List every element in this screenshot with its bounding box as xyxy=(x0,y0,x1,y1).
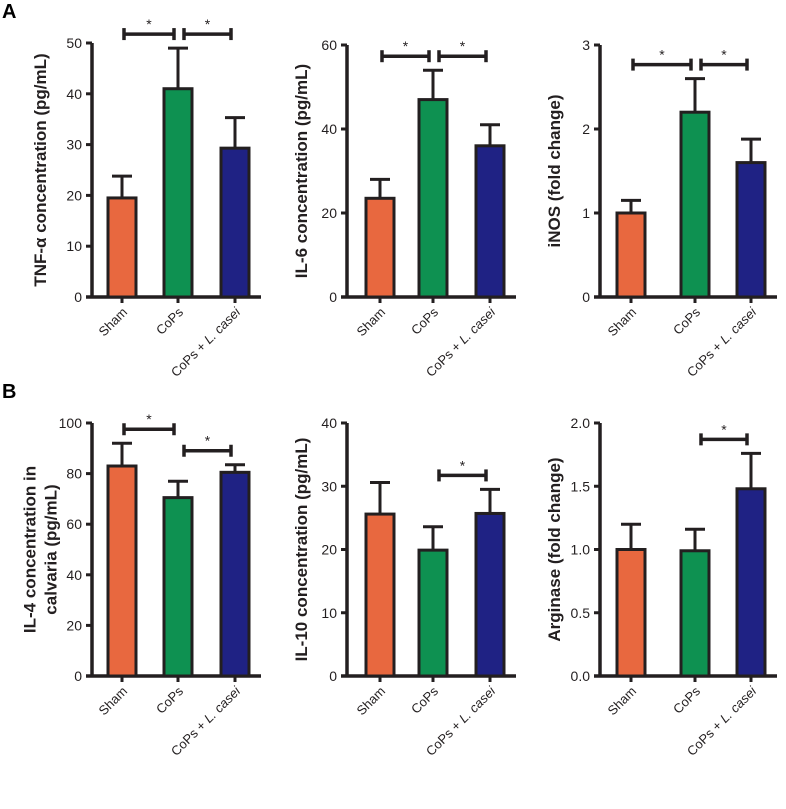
y-tick-label: 1.0 xyxy=(571,542,591,558)
significance-star: * xyxy=(205,16,211,32)
x-tick-label: Sham xyxy=(353,305,388,340)
y-tick-label: 80 xyxy=(66,466,82,482)
bar-cops-l-casei xyxy=(474,511,506,678)
x-tick-label: CoPs xyxy=(670,683,703,716)
bar-cops xyxy=(679,110,711,299)
x-tick-label: Sham xyxy=(604,684,639,719)
significance-star: * xyxy=(721,47,727,63)
y-tick-label: 40 xyxy=(66,567,82,583)
y-axis-label: IL-10 concentration (pg/mL) xyxy=(292,438,311,662)
x-tick-label: CoPs xyxy=(670,304,703,337)
bar-cops xyxy=(679,549,711,678)
significance-star: * xyxy=(205,433,211,449)
y-tick-label: 20 xyxy=(321,542,337,558)
y-tick-label: 1 xyxy=(582,205,590,221)
x-tick-label: CoPs xyxy=(408,683,441,716)
y-tick-label: 40 xyxy=(321,415,337,431)
bar-cops xyxy=(162,87,194,299)
x-tick-label: CoPs xyxy=(153,304,186,337)
y-tick-label: 30 xyxy=(66,137,82,153)
y-axis-label: iNOS (fold change) xyxy=(545,95,564,248)
y-tick-label: 0.0 xyxy=(571,668,591,684)
y-tick-label: 20 xyxy=(66,617,82,633)
chart-panel-5: 0 10 20 30 40 IL-10 concentration (pg/mL) Sham… xyxy=(292,415,516,759)
y-tick-label: 50 xyxy=(66,35,82,51)
chart-panel-2: 0 20 40 60 IL-6 concentration (pg/mL) Sham CoP… xyxy=(292,37,516,380)
y-tick-label: 0 xyxy=(329,289,337,305)
significance-star: * xyxy=(659,47,665,63)
bar-sham xyxy=(364,512,396,678)
y-axis-label: TNF-α concentration (pg/mL) xyxy=(31,53,50,286)
significance-star: * xyxy=(721,421,727,437)
bar-sham xyxy=(106,196,138,299)
y-tick-label: 40 xyxy=(321,121,337,137)
chart-panel-4: 0 20 40 60 80 100 IL-4 concentration in calvari… xyxy=(21,411,261,759)
panel-letter-a: A xyxy=(2,1,16,23)
y-tick-label: 20 xyxy=(66,187,82,203)
y-tick-label: 60 xyxy=(66,516,82,532)
bar-sham xyxy=(364,196,396,299)
x-tick-label: Sham xyxy=(95,305,130,340)
y-tick-label: 0 xyxy=(74,289,82,305)
bar-sham xyxy=(106,464,138,678)
y-tick-label: 0 xyxy=(582,289,590,305)
bar-cops-l-casei xyxy=(735,161,767,299)
y-tick-label: 10 xyxy=(66,238,82,254)
y-axis-label: calvaria (pg/mL) xyxy=(42,484,61,614)
y-tick-label: 40 xyxy=(66,86,82,102)
x-tick-label: CoPs xyxy=(153,683,186,716)
y-axis-label: IL-4 concentration in xyxy=(21,466,40,633)
significance-star: * xyxy=(460,38,466,54)
chart-panel-6: 0.0 0.5 1.0 1.5 2.0 Arginase (fold change) Sha… xyxy=(545,415,777,759)
chart-panel-1: 0 10 20 30 40 50 TNF-α concentration (pg/mL) Sh… xyxy=(31,16,261,380)
bar-cops-l-casei xyxy=(735,487,767,678)
y-tick-label: 2.0 xyxy=(571,415,591,431)
bar-sham xyxy=(615,548,647,678)
x-tick-label: Sham xyxy=(353,684,388,719)
bar-cops-l-casei xyxy=(219,470,251,678)
y-tick-label: 60 xyxy=(321,37,337,53)
y-tick-label: 1.5 xyxy=(571,478,591,494)
bar-cops xyxy=(162,496,194,678)
y-axis-label: Arginase (fold change) xyxy=(545,457,564,641)
y-tick-label: 0 xyxy=(329,668,337,684)
y-tick-label: 0.5 xyxy=(571,605,591,621)
y-tick-label: 100 xyxy=(59,415,83,431)
x-tick-label: Sham xyxy=(95,684,130,719)
bar-cops xyxy=(417,548,449,678)
y-axis-label: IL-6 concentration (pg/mL) xyxy=(292,64,311,278)
bar-cops-l-casei xyxy=(474,144,506,299)
y-tick-label: 3 xyxy=(582,37,590,53)
y-tick-label: 30 xyxy=(321,478,337,494)
panel-letter-b: B xyxy=(2,381,16,403)
x-tick-label: CoPs xyxy=(408,304,441,337)
significance-star: * xyxy=(146,16,152,32)
y-tick-label: 20 xyxy=(321,205,337,221)
significance-star: * xyxy=(146,411,152,427)
y-tick-label: 2 xyxy=(582,121,590,137)
significance-star: * xyxy=(460,457,466,473)
significance-star: * xyxy=(403,38,409,54)
bar-cops-l-casei xyxy=(219,146,251,299)
y-tick-label: 10 xyxy=(321,605,337,621)
bar-sham xyxy=(615,211,647,299)
x-tick-label: Sham xyxy=(604,305,639,340)
bar-cops xyxy=(417,98,449,299)
y-tick-label: 0 xyxy=(74,668,82,684)
